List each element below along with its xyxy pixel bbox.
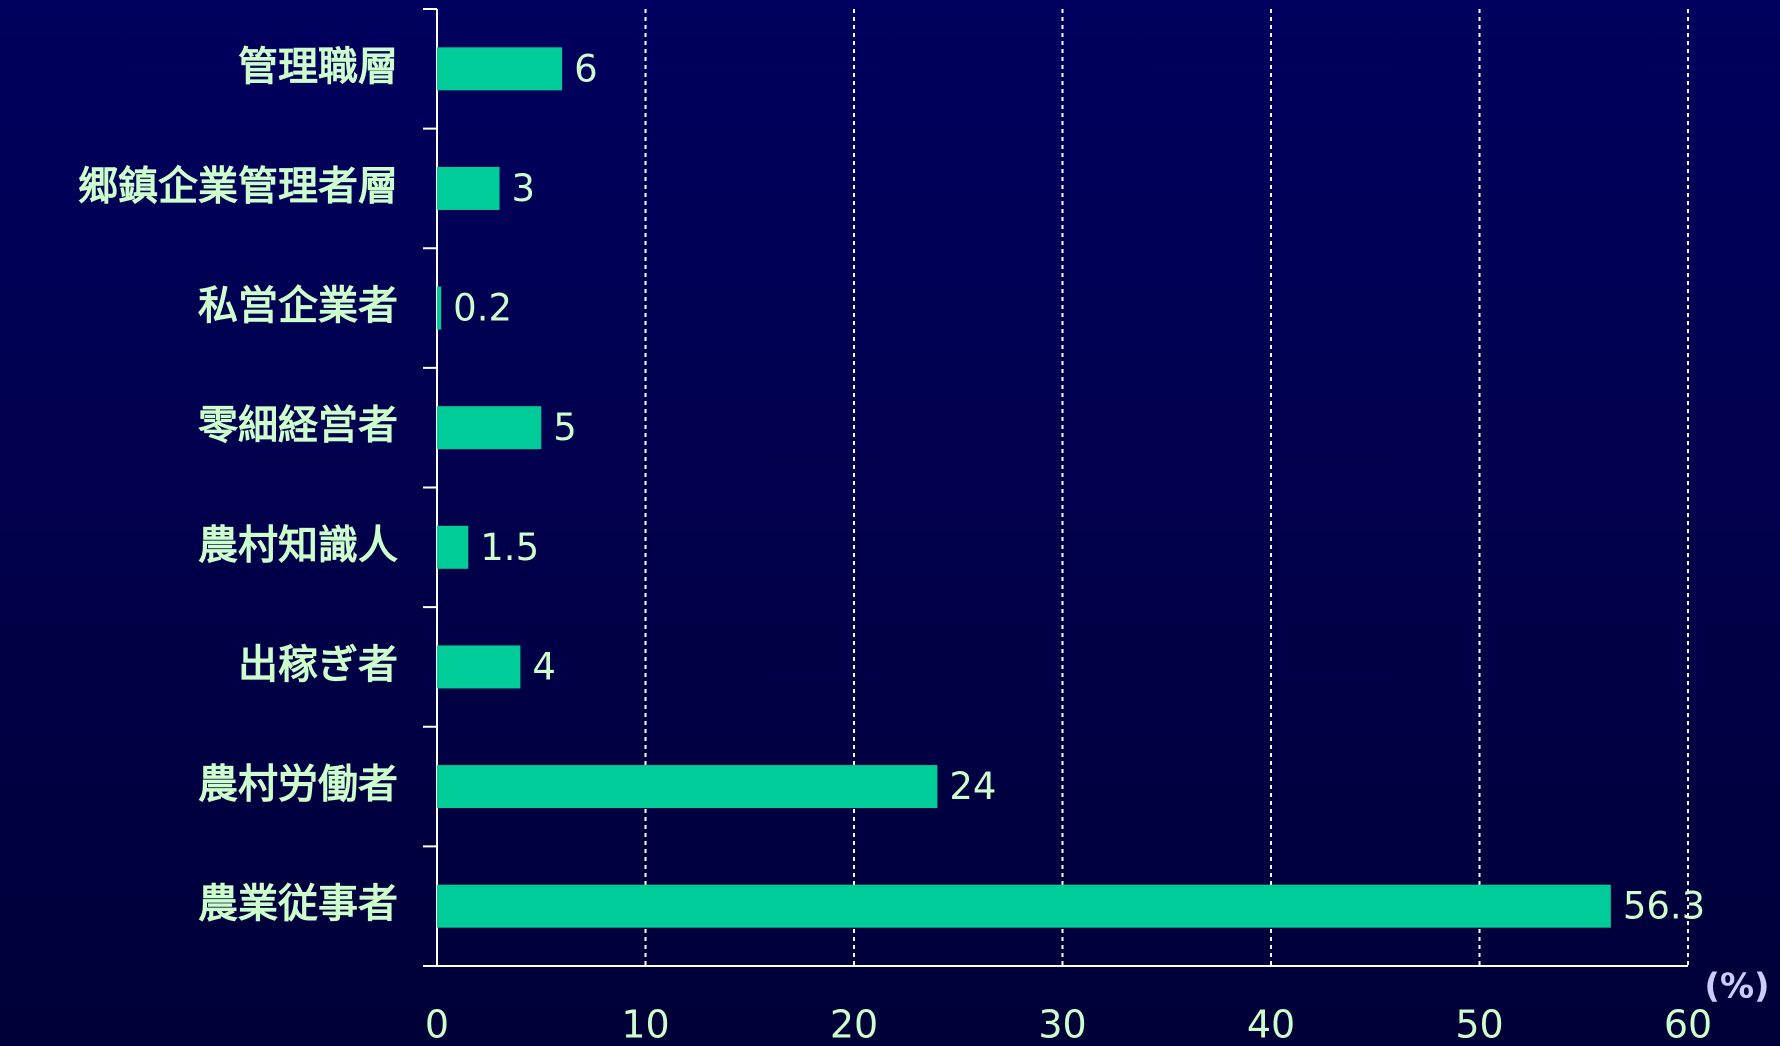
- x-tick-label: 20: [830, 1003, 878, 1046]
- y-tick-label: 農業従事者: [198, 881, 398, 927]
- x-axis-label: (%): [1704, 967, 1769, 1007]
- bar: [437, 884, 1611, 928]
- x-tick-label: 40: [1247, 1003, 1295, 1046]
- value-label: 4: [532, 645, 556, 688]
- y-tick-label: 農村知識人: [198, 522, 398, 568]
- y-tick-label: 郷鎮企業管理者層: [78, 163, 398, 209]
- x-tick-label: 0: [425, 1003, 449, 1046]
- value-label: 5: [553, 406, 577, 449]
- bar: [437, 47, 563, 91]
- value-label: 24: [949, 765, 996, 808]
- bar: [437, 406, 542, 450]
- x-tick-label: 10: [621, 1003, 669, 1046]
- y-tick-label: 出稼ぎ者: [238, 642, 398, 688]
- y-tick-label: 零細経営者: [198, 403, 398, 449]
- bar: [437, 166, 500, 210]
- value-label: 6: [574, 47, 598, 90]
- bar: [437, 525, 469, 569]
- y-tick-label: 農村労働者: [198, 762, 398, 808]
- value-label: 3: [512, 167, 536, 210]
- value-label: 0.2: [453, 287, 512, 330]
- bar: [437, 286, 442, 330]
- bar: [437, 765, 938, 809]
- y-tick-label: 私営企業者: [198, 283, 398, 329]
- y-tick-label: 管理職層: [238, 44, 398, 90]
- x-tick-label: 50: [1455, 1003, 1503, 1046]
- value-label: 1.5: [480, 526, 539, 569]
- bar: [437, 645, 521, 689]
- x-tick-label: 60: [1664, 1003, 1712, 1046]
- x-tick-label: 30: [1038, 1003, 1086, 1046]
- value-label: 56.3: [1623, 885, 1705, 928]
